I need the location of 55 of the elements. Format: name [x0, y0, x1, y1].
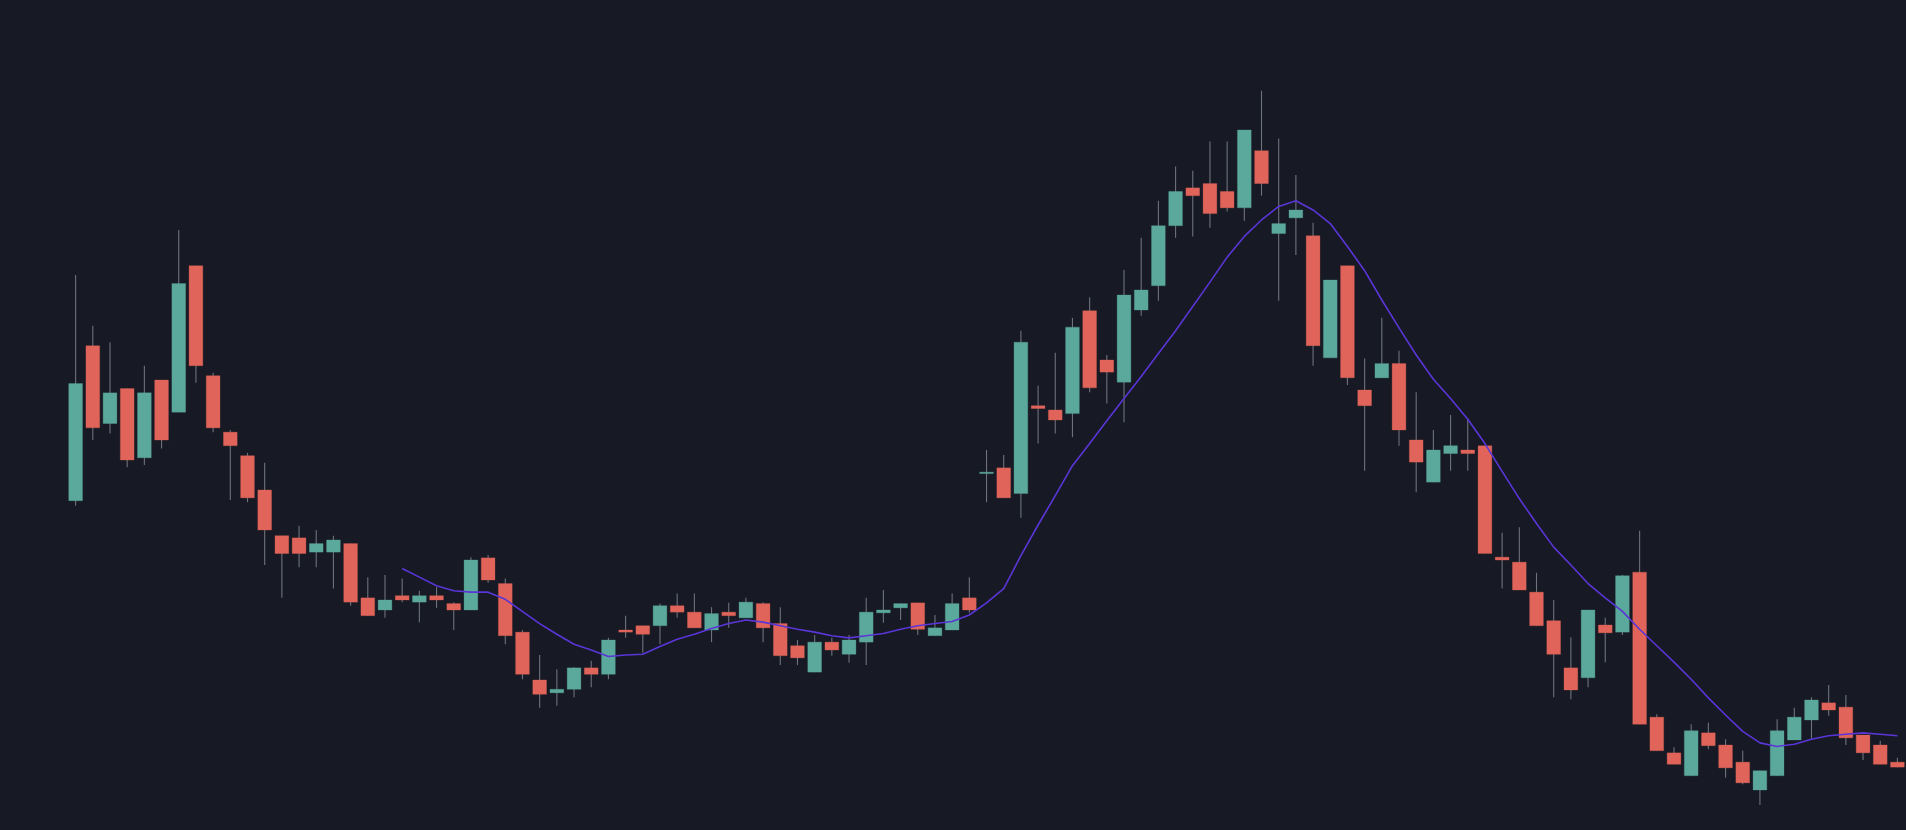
candlestick: [790, 639, 805, 666]
candlestick: [962, 576, 977, 614]
candlestick: [1873, 740, 1888, 765]
candlestick: [1718, 738, 1733, 779]
candlestick: [1460, 418, 1475, 472]
candlestick: [635, 625, 650, 654]
candlestick: [395, 578, 410, 603]
candlestick: [567, 666, 582, 698]
candlestick: [1374, 317, 1389, 379]
candlestick: [721, 602, 736, 629]
candlestick: [1821, 684, 1836, 717]
candlestick: [481, 554, 496, 584]
candlestick: [377, 574, 393, 619]
candlestick: [429, 586, 444, 609]
candlestick: [1031, 385, 1046, 445]
candlestick: [1856, 734, 1871, 761]
candlestick: [360, 576, 375, 617]
candlestick: [738, 597, 753, 619]
candlestick: [979, 449, 994, 503]
candlestick: [274, 535, 289, 599]
candlestick: [1598, 617, 1613, 663]
candlestick: [1099, 354, 1114, 405]
candlestick: [1735, 750, 1750, 785]
candlestick: [1220, 140, 1235, 212]
candlestick: [223, 429, 238, 501]
candlestick: [1443, 414, 1458, 472]
candlestick: [1787, 707, 1802, 741]
candlestick: [446, 601, 461, 631]
candlestick: [1701, 722, 1716, 750]
candlestick: [652, 603, 667, 645]
candlestick: [1185, 170, 1200, 237]
candlestick: [532, 654, 547, 709]
candlestick: [1409, 391, 1424, 493]
candlestick: [1288, 174, 1303, 256]
candlestick: [927, 614, 942, 637]
candlestick: [1357, 358, 1372, 472]
candlestick: [1804, 696, 1819, 740]
candlestick: [584, 660, 599, 688]
candlestick: [876, 589, 891, 624]
candlestick: [309, 529, 324, 568]
candlestick: [618, 615, 633, 639]
candlestick: [1563, 636, 1578, 700]
candlestick: [687, 593, 702, 629]
candlestick: [292, 525, 307, 568]
candlestick: [549, 668, 564, 707]
candlestick: [412, 590, 427, 623]
candlestick: [842, 634, 857, 664]
candlestick: [1048, 352, 1063, 435]
candlestick: [704, 606, 719, 643]
candlestick: [1495, 532, 1510, 590]
candlestick: [670, 593, 685, 619]
candlestick: [1134, 237, 1149, 317]
candlestick: [1271, 138, 1286, 302]
candlestick: [1752, 770, 1767, 806]
candlestick: [326, 535, 341, 590]
